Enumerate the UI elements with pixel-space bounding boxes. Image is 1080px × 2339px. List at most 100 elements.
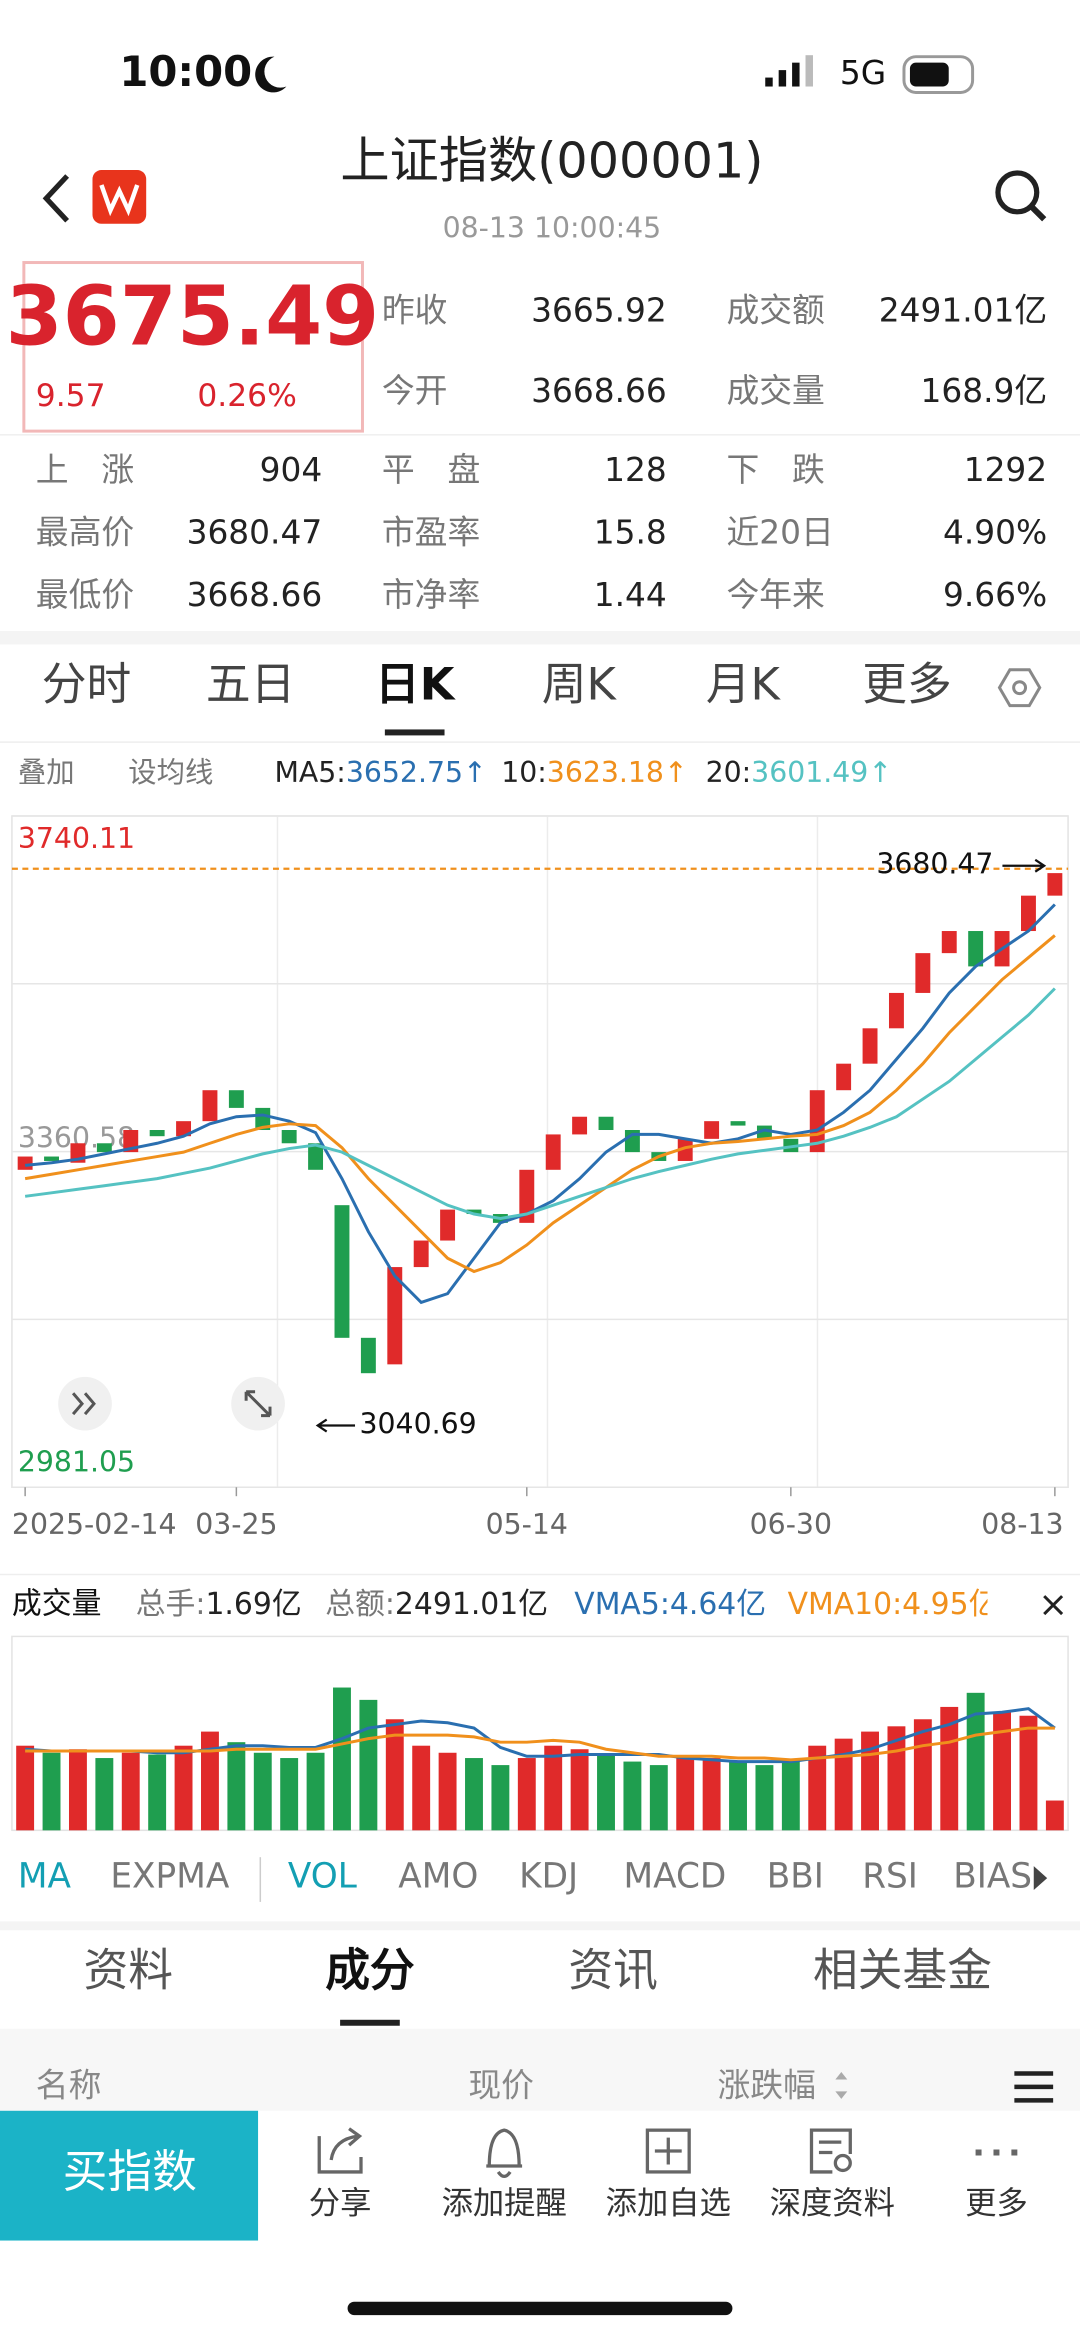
stat-value: 904 [260, 451, 323, 489]
volume-bar [333, 1687, 351, 1831]
volume-title: 成交量 [12, 1587, 101, 1622]
volume-bar [940, 1706, 959, 1831]
volume-bar [993, 1712, 1012, 1831]
menu-icon[interactable] [1014, 2071, 1054, 2103]
period-tab[interactable]: 五日 [206, 658, 296, 711]
indicator-tab[interactable]: MACD [624, 1857, 727, 1897]
volume-stat: 总额:2491.01亿 [325, 1587, 548, 1622]
stat-value: 4.90% [943, 514, 1047, 552]
indicator-tab[interactable]: KDJ [519, 1857, 578, 1897]
buy-button[interactable] [0, 2110, 259, 2241]
volume-bar [702, 1758, 721, 1831]
candle [176, 1121, 192, 1137]
buy-label[interactable]: 买指数 [63, 2145, 197, 2198]
action-label[interactable]: 添加自选 [606, 2186, 731, 2222]
column-header: 现价 [468, 2066, 534, 2104]
ma-legend: MA5:3652.75↑ [274, 756, 486, 789]
candle [836, 1063, 852, 1091]
ma-legend: 10:3623.18↑ [501, 756, 688, 789]
volume-bar [42, 1752, 61, 1831]
tab-underline [340, 2019, 400, 2026]
period-tab[interactable]: 分时 [42, 658, 132, 711]
section-tab[interactable]: 资讯 [568, 1944, 658, 1997]
y-tick-label: 3740.11 [18, 822, 135, 855]
action-label[interactable]: 更多 [965, 2186, 1028, 2222]
volume-bar [676, 1758, 695, 1831]
ma-label: MA5: [274, 756, 345, 789]
volume-bar [517, 1758, 536, 1831]
action-label[interactable]: 分享 [309, 2186, 372, 2222]
candle [281, 1130, 297, 1144]
ma-trend: ↑ [868, 756, 892, 789]
low-label: 3040.69 [360, 1408, 477, 1441]
candle [519, 1169, 535, 1223]
ma-setting-button[interactable]: 设均线 [128, 756, 213, 789]
volume-bar [280, 1758, 299, 1831]
stat-label: 上 涨 [36, 451, 134, 489]
expand-button[interactable] [231, 1376, 285, 1431]
volume-bar [201, 1731, 219, 1831]
volume-bar [16, 1745, 35, 1831]
action-icons [317, 2127, 1018, 2179]
volume-bar [465, 1758, 483, 1831]
candle [730, 1121, 746, 1126]
volume-bar [834, 1738, 853, 1831]
action-label[interactable]: 添加提醒 [442, 2186, 567, 2222]
volume-bar [597, 1754, 615, 1831]
candle [44, 1156, 59, 1161]
section-tab[interactable]: 相关基金 [813, 1944, 992, 1997]
table-header-bg [0, 2028, 1080, 2113]
stat-value: 1292 [964, 451, 1047, 489]
divider [0, 741, 1080, 743]
sort-icon[interactable] [835, 2071, 848, 2099]
indicator-tab[interactable]: RSI [862, 1857, 918, 1897]
high-label: 3680.47 [876, 848, 993, 881]
timestamp: 08-13 10:00:45 [443, 212, 662, 245]
indicator-tab[interactable]: EXPMA [110, 1857, 229, 1897]
candle [941, 931, 957, 954]
volume-bar [1019, 1715, 1038, 1831]
title: 上证指数(000001) [340, 132, 763, 190]
volume-bar [781, 1761, 800, 1831]
candle [704, 1121, 720, 1139]
volume-bar [966, 1692, 985, 1831]
indicator-tab[interactable]: AMO [398, 1857, 478, 1897]
overlay-button[interactable]: 叠加 [18, 756, 75, 789]
indicator-tab[interactable]: VOL [288, 1857, 357, 1897]
candle [1021, 895, 1036, 932]
volume-bar [913, 1719, 932, 1831]
price-box [22, 261, 364, 433]
volume-bar [68, 1749, 87, 1831]
candle [440, 1209, 456, 1241]
change: 9.57 [36, 378, 106, 414]
low-arrow [315, 1418, 356, 1433]
network: 5G [840, 54, 886, 92]
action-label[interactable]: 深度资料 [770, 2186, 895, 2222]
close-button[interactable] [1043, 1595, 1064, 1616]
section-tab[interactable]: 资料 [84, 1944, 174, 1997]
period-tab[interactable]: 更多 [862, 658, 952, 711]
stat-value: 128 [604, 451, 667, 489]
period-tab[interactable]: 日K [375, 658, 457, 711]
back-button[interactable] [42, 174, 70, 223]
candle [915, 953, 931, 993]
stat-label: 近20日 [726, 514, 833, 552]
x-tick-label: 03-25 [195, 1508, 277, 1541]
scroll-arrow[interactable] [1033, 1866, 1048, 1890]
search-button[interactable] [995, 170, 1047, 222]
divider [0, 630, 1080, 645]
candle [96, 1143, 112, 1153]
period-tab[interactable]: 周K [542, 658, 618, 711]
section-tab[interactable]: 成分 [325, 1944, 415, 1997]
candle [413, 1240, 429, 1268]
volume-stat-value: 4.95亿 [902, 1587, 998, 1622]
period-tab[interactable]: 月K [706, 658, 782, 711]
collapse-button[interactable] [58, 1376, 112, 1431]
indicator-tab[interactable]: MA [18, 1857, 72, 1897]
settings-icon[interactable] [997, 668, 1042, 708]
indicator-tab[interactable]: BIAS [953, 1857, 1032, 1897]
indicator-tab[interactable]: BBI [767, 1857, 824, 1897]
candle [387, 1267, 403, 1365]
stat-label: 昨收 [382, 291, 448, 329]
